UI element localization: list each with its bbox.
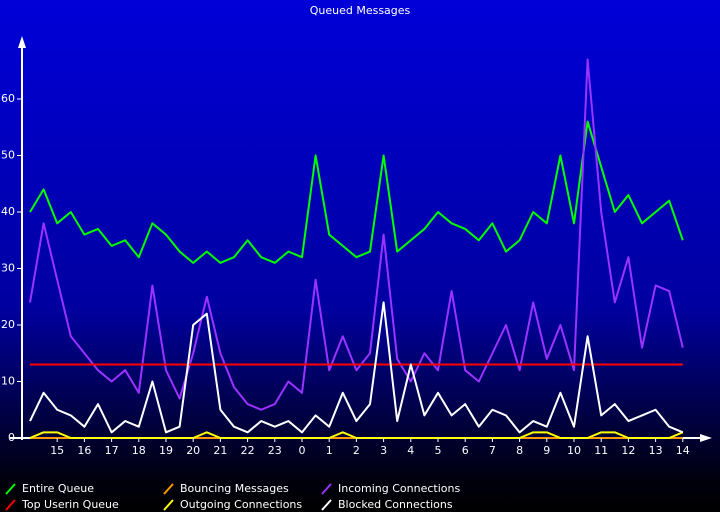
legend-swatch: [163, 483, 174, 495]
x-axis-arrow: [700, 434, 712, 442]
x-tick-label: 4: [407, 444, 414, 457]
x-tick-label: 16: [77, 444, 91, 457]
x-tick-label: 19: [159, 444, 173, 457]
x-tick-label: 14: [676, 444, 690, 457]
x-tick-label: 23: [268, 444, 282, 457]
legend-swatch: [321, 499, 332, 511]
y-tick-label: 30: [1, 262, 15, 275]
legend-label: Entire Queue: [22, 482, 94, 495]
x-tick-label: 22: [241, 444, 255, 457]
legend-label: Incoming Connections: [338, 482, 460, 495]
x-tick-label: 20: [186, 444, 200, 457]
x-tick-label: 8: [516, 444, 523, 457]
x-tick-label: 6: [462, 444, 469, 457]
legend: Entire Queue Top Userin Queue Bouncing Mes…: [5, 482, 460, 511]
legend-label: Bouncing Messages: [180, 482, 289, 495]
series-line: [29, 120, 684, 264]
y-tick-label: 20: [1, 318, 15, 331]
legend-swatch: [163, 499, 174, 511]
legend-label: Top Userin Queue: [21, 498, 119, 511]
legend-label: Outgoing Connections: [180, 498, 302, 511]
x-tick-label: 10: [567, 444, 581, 457]
legend-swatch: [5, 483, 16, 495]
x-tick-label: 11: [594, 444, 608, 457]
legend-swatch: [5, 499, 16, 511]
x-tick-label: 3: [380, 444, 387, 457]
x-tick-label: 2: [353, 444, 360, 457]
x-tick-label: 12: [621, 444, 635, 457]
y-axis-arrow: [18, 36, 26, 48]
x-tick-label: 7: [489, 444, 496, 457]
legend-swatch: [321, 483, 332, 495]
y-tick-label: 50: [1, 149, 15, 162]
y-tick-label: 40: [1, 205, 15, 218]
x-tick-label: 5: [435, 444, 442, 457]
series-line: [29, 301, 684, 434]
series-line: [29, 58, 684, 411]
chart-title: Queued Messages: [310, 4, 411, 17]
y-tick-label: 0: [8, 431, 15, 444]
x-tick-label: 1: [326, 444, 333, 457]
x-tick-label: 0: [299, 444, 306, 457]
x-tick-label: 9: [543, 444, 550, 457]
x-tick-label: 17: [105, 444, 119, 457]
x-tick-label: 18: [132, 444, 146, 457]
y-tick-label: 60: [1, 92, 15, 105]
x-tick-label: 21: [213, 444, 227, 457]
y-tick-label: 10: [1, 375, 15, 388]
legend-label: Blocked Connections: [338, 498, 453, 511]
x-tick-label: 13: [649, 444, 663, 457]
x-tick-label: 15: [50, 444, 64, 457]
